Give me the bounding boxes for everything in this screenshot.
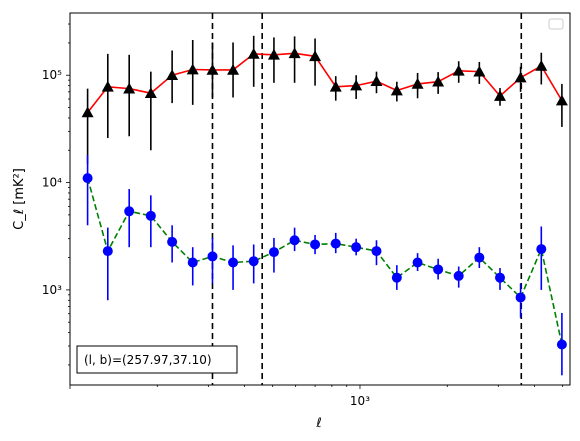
series-2 [82,155,567,376]
circle-marker [371,246,382,257]
triangle-marker [493,90,506,101]
axis-ticks: 10³ 10³ 10⁴ 10⁵ [42,23,564,408]
circle-marker [515,292,526,303]
circle-marker [391,272,402,283]
triangle-marker [227,63,240,75]
triangle-marker [514,71,527,83]
triangle-marker [473,65,486,77]
triangle-marker [81,106,94,118]
circle-marker [228,257,239,268]
circle-marker [433,264,444,275]
triangle-marker [390,84,403,96]
series-layer [81,35,568,376]
circle-marker [351,242,362,253]
circle-marker [556,339,567,350]
vertical-lines [211,13,523,385]
triangle-marker [555,94,568,106]
circle-marker [124,206,135,217]
plot-frame [69,12,571,386]
triangle-marker [123,82,136,94]
circle-marker [412,257,423,268]
circle-marker [289,235,300,246]
legend-box [548,18,564,30]
circle-marker [330,238,341,249]
circle-marker [102,246,113,257]
circle-marker [145,210,156,221]
circle-marker [494,272,505,283]
triangle-marker [144,87,157,99]
x-axis-label: ℓ [315,416,321,431]
circle-marker [82,173,93,184]
triangle-marker [350,79,363,91]
triangle-marker [288,47,301,59]
circle-marker [453,270,464,281]
series-line [86,52,563,113]
triangle-marker [186,63,199,75]
y-tick-label: 10⁵ [42,68,62,82]
circle-marker [474,252,485,263]
circle-marker [268,247,279,258]
triangle-marker [267,48,280,60]
series-line [86,177,563,345]
y-tick-label: 10³ [42,283,62,297]
triangle-marker [309,50,322,62]
triangle-marker [452,64,465,76]
y-axis-label: C_ℓ [mK²] [12,168,27,230]
triangle-marker [329,80,342,92]
series-1 [81,35,568,164]
annotation-box [76,345,238,374]
circle-marker [248,256,259,267]
triangle-marker [206,63,219,75]
triangle-marker [166,69,179,81]
triangle-marker [411,77,424,89]
x-tick-label: 10³ [350,394,370,408]
triangle-marker [101,80,114,92]
circle-marker [207,251,218,262]
triangle-marker [247,47,260,59]
y-tick-label: 10⁴ [42,176,62,190]
triangle-marker [535,59,548,71]
annotation-text: (l, b)=(257.97,37.10) [84,353,212,367]
triangle-marker [432,75,445,87]
circle-marker [167,236,178,247]
triangle-marker [370,75,383,86]
circle-marker [187,257,198,268]
circle-marker [310,239,321,250]
circle-marker [536,244,547,255]
